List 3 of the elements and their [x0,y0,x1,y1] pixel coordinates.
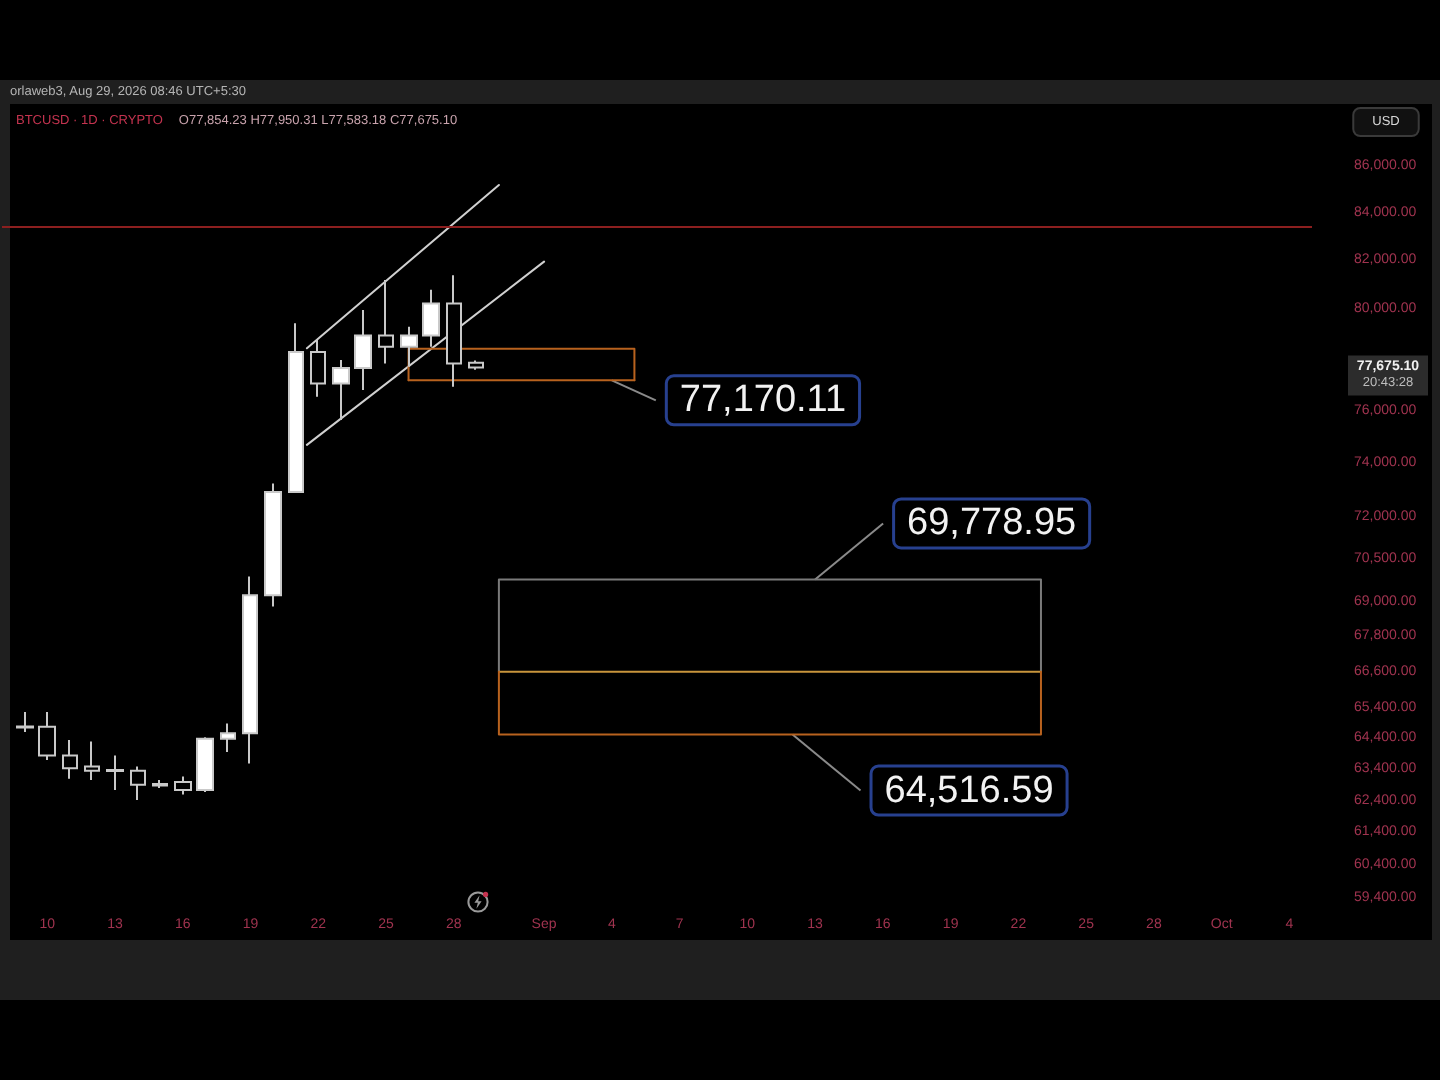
annotation: 69,778.95 [907,502,1077,545]
annotation: 64,516.59 [884,769,1054,812]
annotation: 77,170.11 [679,379,847,422]
